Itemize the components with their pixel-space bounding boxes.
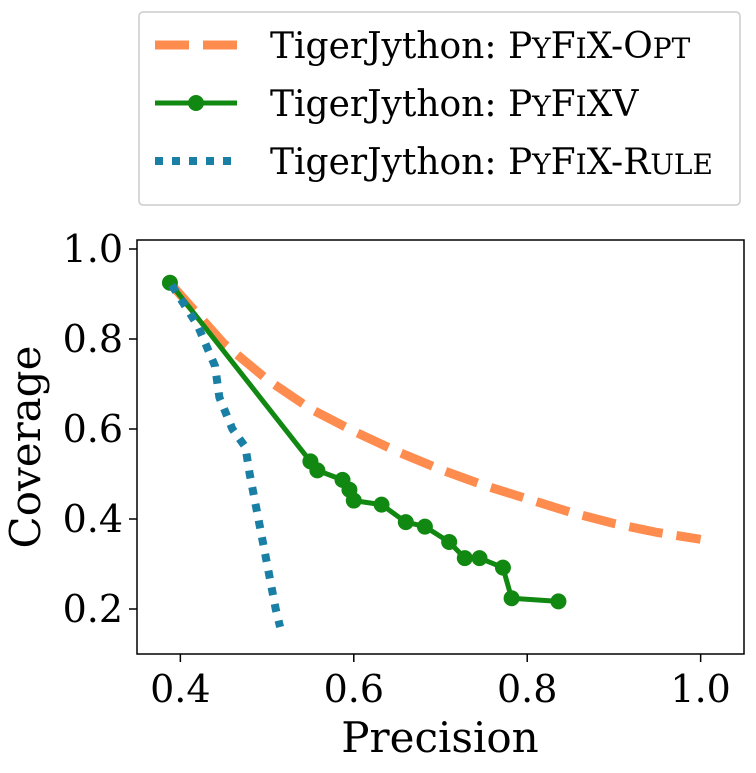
legend: TigerJython: PYFIX-OPT TigerJython: PYFIX… (138, 11, 741, 206)
plot-frame (136, 239, 745, 655)
data-point (441, 533, 458, 550)
data-point (471, 550, 488, 567)
x-tick-label: 0.4 (150, 667, 210, 711)
data-point (494, 559, 511, 576)
y-tick-label: 0.2 (63, 587, 123, 631)
legend-label-tigerjython-pyfixv: TigerJython: PYFIXV (270, 84, 639, 125)
data-point (416, 518, 433, 535)
data-point (309, 462, 326, 479)
legend-marker (188, 95, 204, 111)
legend-label-tigerjython-pyfix-rule: TigerJython: PYFIX-RULE (270, 142, 713, 183)
x-tick-label: 0.6 (324, 667, 384, 711)
data-point (503, 590, 520, 607)
data-point (373, 496, 390, 513)
data-point (550, 593, 567, 610)
y-tick-label: 0.6 (63, 407, 123, 451)
y-tick-label: 0.4 (63, 497, 123, 541)
y-tick-label: 1.0 (63, 227, 123, 271)
data-point (397, 514, 414, 531)
y-axis-label: Coverage (1, 346, 50, 549)
series-line-tigerjython-pyfix-opt (168, 282, 702, 544)
x-tick-label: 1.0 (670, 667, 730, 711)
series-line-tigerjython-pyfixv (168, 281, 559, 604)
legend-frame (138, 11, 741, 206)
data-point (456, 550, 473, 567)
legend-label-tigerjython-pyfix-opt: TigerJython: PYFIX-OPT (270, 26, 691, 67)
data-point (345, 492, 362, 509)
y-tick-label: 0.8 (63, 317, 123, 361)
series-line-tigerjython-pyfix-rule (168, 282, 284, 628)
x-axis-label: Precision (341, 713, 538, 762)
x-tick-label: 0.8 (497, 667, 557, 711)
